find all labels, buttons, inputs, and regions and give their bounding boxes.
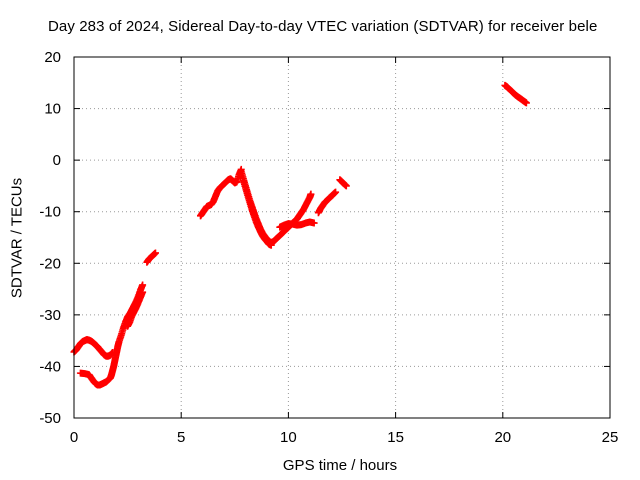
y-tick-label: 10	[44, 101, 61, 118]
data-point	[139, 281, 147, 289]
axis-ticks: 0 5 10 15 20 25 -50 -40 -30 -20 -10 0 10 20	[39, 49, 618, 446]
x-axis-label: GPS time / hours	[282, 457, 398, 474]
chart-title: Day 283 of 2024, Sidereal Day-to-day VTE…	[48, 18, 598, 35]
data-point	[522, 99, 530, 107]
data-point	[332, 188, 340, 196]
y-tick-label: 20	[44, 49, 61, 66]
x-tick-label: 20	[494, 429, 511, 446]
x-tick-label: 0	[70, 429, 78, 446]
x-tick-label: 25	[602, 429, 619, 446]
x-tick-label: 10	[280, 429, 297, 446]
data-point	[139, 288, 147, 296]
data-point	[307, 190, 315, 198]
data-marks	[70, 81, 530, 389]
y-tick-label: -10	[39, 204, 61, 221]
y-tick-label: -40	[39, 358, 61, 375]
data-point	[151, 249, 159, 257]
x-tick-label: 15	[387, 429, 404, 446]
y-axis-label: SDTVAR / TECUs	[8, 177, 26, 299]
grid-lines	[74, 57, 610, 418]
data-point	[342, 182, 350, 190]
plot-frame	[73, 56, 611, 419]
y-tick-label: -20	[39, 255, 61, 272]
data-point	[267, 241, 275, 249]
data-point	[310, 219, 318, 227]
x-tick-label: 5	[177, 429, 185, 446]
y-tick-label: 0	[53, 152, 61, 169]
y-tick-label: -30	[39, 307, 61, 324]
y-tick-label: -50	[39, 410, 61, 427]
